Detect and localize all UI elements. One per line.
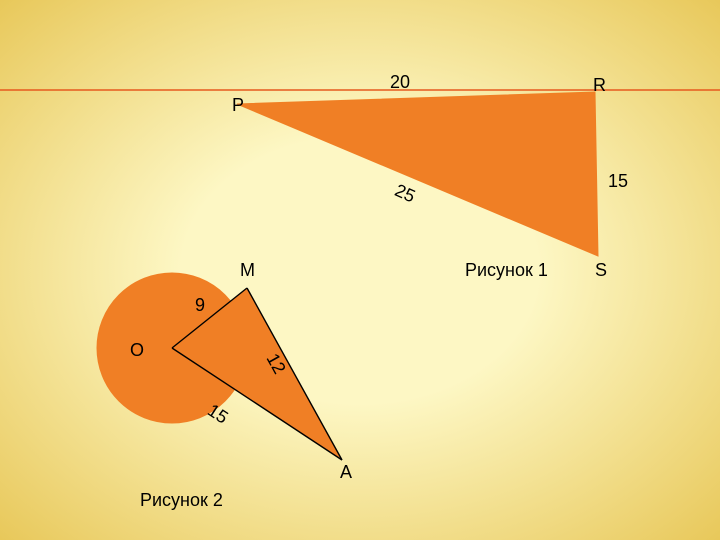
vertex-O: O	[130, 340, 144, 361]
drawing-layer	[0, 0, 720, 540]
side-OM: 9	[195, 295, 205, 316]
vertex-M: M	[240, 260, 255, 281]
vertex-P: P	[232, 95, 244, 116]
vertex-R: R	[593, 75, 606, 96]
geometry-slide: P R S 20 15 25 Рисунок 1 O M A 9 12 15 Р…	[0, 0, 720, 540]
side-RS: 15	[608, 171, 628, 192]
caption-1: Рисунок 1	[465, 260, 548, 281]
side-PR: 20	[390, 72, 410, 93]
vertex-A: A	[340, 462, 352, 483]
vertex-S: S	[595, 260, 607, 281]
caption-2: Рисунок 2	[140, 490, 223, 511]
